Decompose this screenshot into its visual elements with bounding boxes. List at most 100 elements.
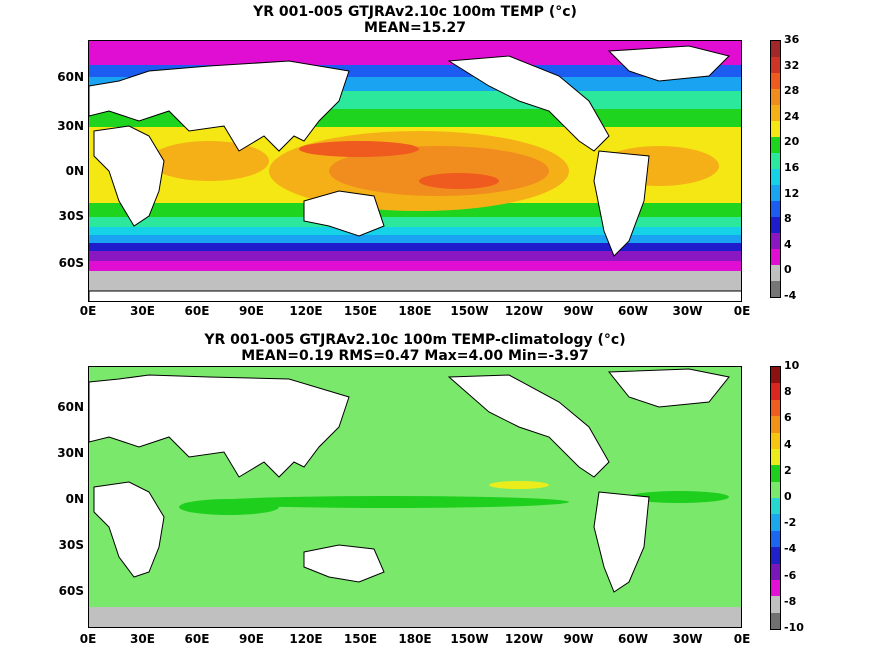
bottom-colorbar-swatch — [771, 498, 780, 515]
top-colorbar-swatch — [771, 41, 780, 57]
top-colorbar-swatch — [771, 185, 780, 201]
bottom-lon-label: 30W — [672, 632, 703, 646]
top-lon-label: 150W — [450, 304, 489, 318]
top-colorbar-swatch — [771, 105, 780, 121]
top-colorbar-swatch — [771, 57, 780, 73]
top-colorbar-tick-label: 36 — [784, 33, 800, 46]
bottom-lat-label-60n: 60N — [57, 400, 84, 414]
top-lon-label: 30W — [672, 304, 703, 318]
top-lon-label: 120W — [504, 304, 544, 318]
top-colorbar-tick-label: 4 — [784, 237, 792, 251]
top-colorbar — [770, 40, 781, 298]
bottom-colorbar-tick-label: 2 — [784, 463, 792, 477]
top-lon-label: 0E — [733, 304, 751, 318]
bottom-colorbar-swatch — [771, 399, 780, 417]
bottom-colorbar-tick-label: 6 — [784, 411, 792, 425]
bottom-lon-label: 0E — [733, 632, 751, 646]
bottom-colorbar-swatch — [771, 612, 780, 629]
bottom-lon-label: 60E — [184, 632, 210, 646]
top-title-line1: YR 001-005 GTJRAv2.10c 100m TEMP (°c) — [253, 4, 577, 20]
top-colorbar-swatch — [771, 249, 780, 265]
bottom-map-panel — [88, 366, 742, 628]
bottom-colorbar-tick-label: -4 — [784, 542, 797, 556]
top-colorbar-tick-label: 0 — [784, 263, 792, 277]
bottom-lon-label: 90W — [563, 632, 594, 646]
bottom-lon-label: 90E — [239, 632, 264, 646]
bottom-colorbar-tick-label: -6 — [784, 568, 797, 582]
top-colorbar-tick-label: 28 — [784, 84, 800, 98]
bottom-colorbar-swatch — [771, 530, 780, 548]
bottom-colorbar-tick-label: -10 — [784, 621, 804, 634]
top-map — [89, 41, 741, 301]
top-colorbar-swatch — [771, 89, 780, 105]
top-lon-label: 120E — [289, 304, 323, 318]
bottom-colorbar-swatch — [771, 579, 780, 597]
top-colorbar-tick-label: 24 — [784, 109, 800, 123]
bottom-colorbar-swatch — [771, 432, 780, 449]
bottom-colorbar-swatch — [771, 563, 780, 580]
bottom-colorbar-swatch — [771, 547, 780, 564]
bottom-lon-label: 180E — [398, 632, 432, 646]
top-colorbar-swatch — [771, 153, 780, 169]
top-colorbar-swatch — [771, 233, 780, 249]
bottom-colorbar-swatch — [771, 367, 780, 384]
top-lon-label: 150E — [343, 304, 378, 318]
bottom-lat-label-30n: 30N — [57, 446, 84, 460]
top-colorbar-tick-label: 20 — [784, 135, 800, 149]
bottom-lon-label: 120E — [289, 632, 323, 646]
bottom-map — [89, 367, 741, 627]
top-lat-label-60s: 60S — [58, 256, 84, 270]
top-lon-label: 60E — [184, 304, 210, 318]
top-lat-label-30n: 30N — [57, 119, 84, 133]
bottom-lon-label: 150W — [450, 632, 489, 646]
top-map-panel — [88, 40, 742, 302]
top-colorbar-tick-label: 8 — [784, 212, 792, 226]
bottom-title-line2: MEAN=0.19 RMS=0.47 Max=4.00 Min=-3.97 — [241, 348, 589, 364]
top-colorbar-tick-label: 16 — [784, 161, 800, 174]
bottom-colorbar-swatch — [771, 465, 780, 482]
top-title-line2: MEAN=15.27 — [363, 20, 467, 36]
top-lon-label: 0E — [79, 304, 97, 318]
bottom-colorbar-tick-label: 10 — [784, 359, 800, 372]
bottom-colorbar-swatch — [771, 481, 780, 498]
bottom-lat-label-0n: 0N — [65, 492, 84, 506]
top-colorbar-swatch — [771, 137, 780, 153]
bottom-colorbar-tick-label: 8 — [784, 385, 792, 399]
top-lon-label: 60W — [618, 304, 648, 318]
bottom-lon-label: 60W — [618, 632, 648, 646]
bottom-lat-label-30s: 30S — [58, 538, 84, 552]
top-lon-label: 90W — [563, 304, 594, 318]
bottom-colorbar-tick-label: -2 — [784, 516, 797, 530]
top-colorbar-swatch — [771, 201, 780, 217]
top-lat-label-60n: 60N — [57, 70, 84, 84]
bottom-title-line1: YR 001-005 GTJRAv2.10c 100m TEMP-climato… — [204, 332, 626, 348]
bottom-colorbar — [770, 366, 781, 630]
bottom-colorbar-tick-label: -8 — [784, 594, 797, 608]
bottom-lon-label: 150E — [343, 632, 378, 646]
top-lat-label-30s: 30S — [58, 209, 84, 223]
bottom-lon-label: 0E — [79, 632, 97, 646]
bottom-colorbar-swatch — [771, 416, 780, 433]
top-colorbar-swatch — [771, 281, 780, 297]
top-colorbar-tick-label: 12 — [784, 186, 800, 200]
top-colorbar-swatch — [771, 265, 780, 281]
bottom-colorbar-swatch — [771, 514, 780, 531]
top-colorbar-swatch — [771, 73, 780, 89]
top-colorbar-tick-label: 32 — [784, 58, 800, 72]
top-lon-label: 90E — [239, 304, 264, 318]
top-lon-label: 180E — [398, 304, 432, 318]
bottom-lon-label: 120W — [504, 632, 544, 646]
top-lon-label: 30E — [130, 304, 155, 318]
top-colorbar-swatch — [771, 121, 780, 137]
top-lat-label-0n: 0N — [65, 164, 84, 178]
bottom-colorbar-swatch — [771, 596, 780, 613]
top-colorbar-tick-label: -4 — [784, 289, 797, 302]
bottom-colorbar-swatch — [771, 383, 780, 400]
bottom-lat-label-60s: 60S — [58, 584, 84, 598]
bottom-colorbar-tick-label: 4 — [784, 437, 792, 451]
bottom-colorbar-swatch — [771, 448, 780, 466]
top-colorbar-swatch — [771, 217, 780, 233]
top-colorbar-swatch — [771, 169, 780, 185]
bottom-lon-label: 30E — [130, 632, 155, 646]
bottom-colorbar-tick-label: 0 — [784, 490, 792, 503]
